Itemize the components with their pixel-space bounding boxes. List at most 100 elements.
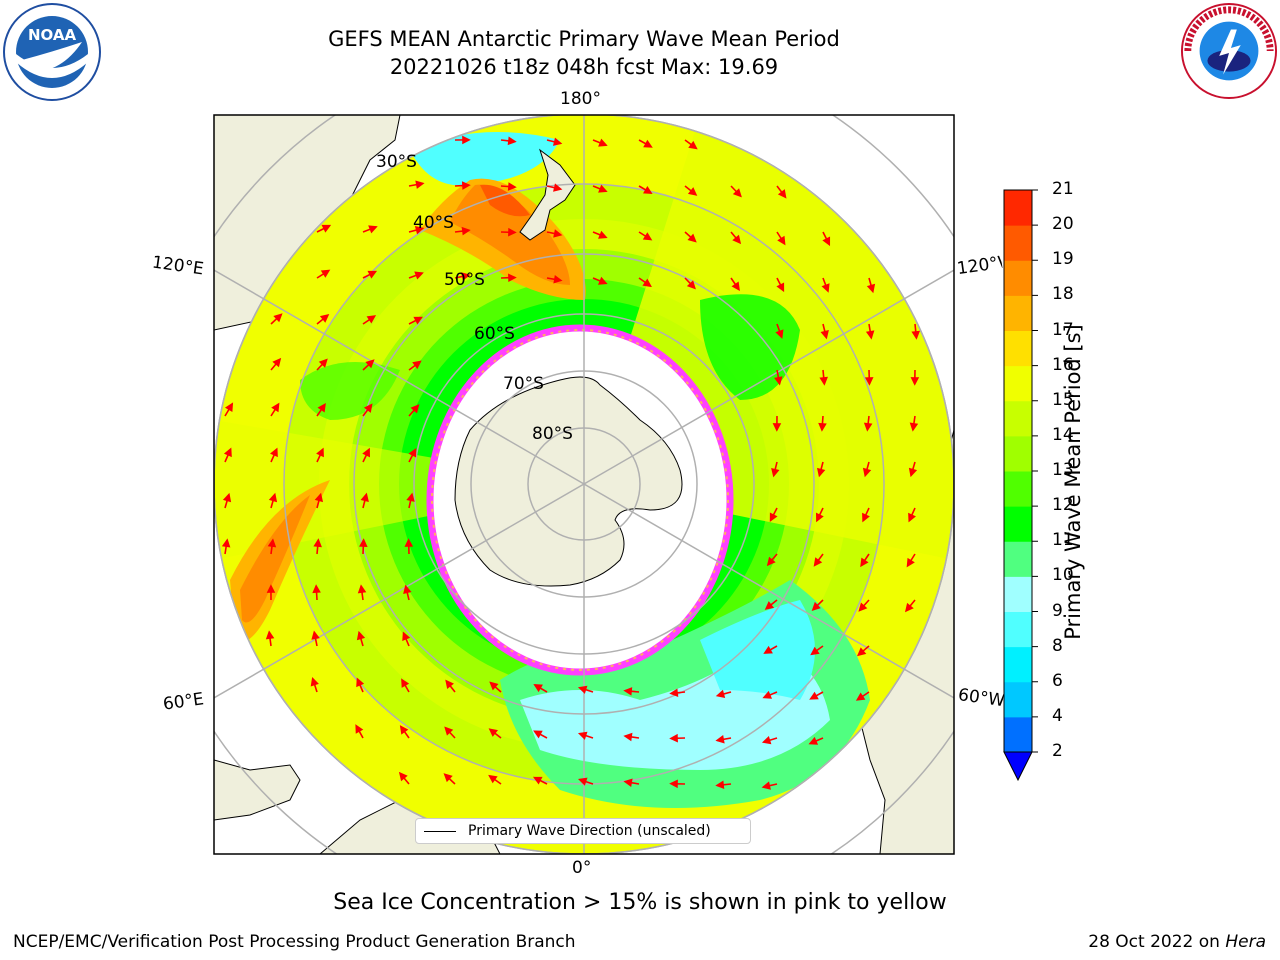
wave-direction-arrowhead	[404, 538, 414, 547]
wave-direction-arrowhead	[855, 692, 866, 701]
wave-direction-arrowhead	[598, 230, 608, 239]
wave-direction-arrowhead	[578, 777, 588, 786]
wave-direction-arrowhead	[904, 602, 914, 613]
wave-direction-arrowhead	[368, 225, 378, 234]
wave-direction-arrowhead	[410, 404, 420, 414]
wave-direction-arrowhead	[774, 376, 783, 386]
wave-direction-arrowhead	[715, 689, 726, 699]
colorbar-tick-label: 9	[1052, 600, 1063, 621]
date-host: Hera	[1225, 932, 1266, 952]
wave-direction-arrowhead	[553, 275, 563, 284]
wave-direction-arrowhead	[732, 188, 742, 198]
wave-direction-arrowhead	[533, 730, 543, 739]
wave-direction-arrowhead	[272, 357, 282, 368]
wave-direction-arrowhead	[406, 492, 415, 502]
wave-direction-arrowhead	[642, 278, 652, 288]
wave-direction-arrowhead	[860, 557, 869, 568]
wave-direction-arrowhead	[488, 774, 498, 784]
wave-direction-arrowhead	[365, 359, 375, 369]
latitude-label-80s: 80°S	[532, 424, 573, 444]
wave-direction-arrowhead	[314, 492, 324, 503]
wave-direction-arrowhead	[223, 447, 232, 458]
latitude-label-60s: 60°S	[474, 324, 515, 344]
wave-direction-arrowhead	[356, 677, 365, 688]
wave-direction-arrowhead	[266, 584, 276, 593]
colorbar-tick-label: 21	[1052, 179, 1074, 199]
wave-direction-arrowhead	[267, 538, 277, 548]
wave-direction-arrowhead	[552, 137, 563, 146]
colorbar-tick-label: 4	[1052, 705, 1063, 726]
wave-direction-arrowhead	[669, 779, 678, 789]
wave-direction-arrowhead	[533, 684, 543, 693]
colorbar-tick-label: 12	[1052, 495, 1074, 516]
colorbar-tick-label: 15	[1052, 389, 1074, 410]
wave-direction-arrowhead	[488, 728, 498, 737]
wave-direction-arrowhead	[356, 630, 366, 641]
wave-direction-arrowhead	[643, 139, 653, 148]
colorbar-tick-label: 18	[1052, 284, 1074, 305]
wave-direction-arrowhead	[507, 136, 517, 146]
wave-direction-arrowhead	[715, 780, 725, 790]
wave-direction-arrowhead	[401, 678, 410, 688]
wave-direction-arrowhead	[762, 690, 773, 699]
colorbar-swatch	[1004, 506, 1032, 542]
wave-direction-arrowhead	[508, 273, 517, 283]
wave-direction-arrowhead	[865, 330, 875, 340]
wave-direction-arrowhead	[598, 138, 608, 147]
wave-direction-arrowhead	[270, 447, 278, 458]
wave-direction-arrowhead	[856, 647, 867, 657]
wave-direction-arrowhead	[366, 315, 377, 324]
wave-direction-arrowhead	[775, 329, 784, 339]
wave-direction-arrowhead	[553, 183, 563, 192]
wave-direction-arrowhead	[399, 725, 409, 735]
legend-label: Primary Wave Direction (unscaled)	[468, 823, 711, 839]
wave-direction-arrowhead	[858, 602, 868, 612]
wave-direction-arrowhead	[813, 557, 823, 567]
wave-direction-arrowhead	[862, 512, 870, 523]
wave-direction-arrowhead	[669, 733, 678, 743]
colorbar-swatch	[1004, 471, 1032, 507]
wave-direction-arrowhead	[817, 467, 826, 478]
meridian-label-180: 180°	[560, 89, 601, 109]
wave-direction-arrowhead	[777, 235, 786, 246]
wave-direction-arrowhead	[822, 236, 831, 247]
wave-direction-arrowhead	[357, 584, 367, 594]
wave-direction-arrowhead	[866, 283, 876, 294]
svg-text:NOAA: NOAA	[28, 26, 77, 44]
wave-direction-arrowhead	[811, 601, 821, 611]
colorbar-swatch	[1004, 225, 1032, 261]
latitude-label-70s: 70°S	[503, 374, 544, 394]
wave-direction-arrowhead	[819, 376, 828, 386]
wave-direction-arrowhead	[224, 402, 234, 413]
wave-direction-arrowhead	[532, 776, 543, 785]
colorbar-swatch	[1004, 646, 1032, 683]
wave-direction-arrowhead	[310, 676, 319, 687]
wave-direction-arrowhead	[908, 512, 916, 523]
wave-direction-arrowhead	[688, 140, 698, 150]
colorbar	[1003, 189, 1038, 782]
wave-direction-arrowhead	[809, 691, 819, 700]
wave-direction-arrowhead	[398, 771, 408, 782]
wave-direction-arrowhead	[808, 736, 819, 745]
colorbar-tick-label: 19	[1052, 249, 1074, 270]
wave-direction-arrowhead	[761, 736, 772, 745]
wave-direction-arrowhead	[910, 377, 920, 386]
wave-direction-arrowhead	[413, 316, 424, 325]
colorbar-tick-label: 10	[1052, 565, 1074, 586]
wave-direction-arrowhead	[623, 778, 633, 788]
wave-direction-arrowhead	[273, 313, 283, 323]
noaa-logo-icon: NOAA	[3, 3, 101, 101]
wave-direction-arrowhead	[313, 538, 322, 548]
colorbar-tick-label: 6	[1052, 670, 1063, 691]
wave-direction-arrowhead	[623, 732, 633, 742]
wave-direction-arrowhead	[669, 688, 679, 698]
wave-direction-arrowhead	[265, 630, 275, 640]
wave-direction-arrowhead	[415, 180, 425, 189]
wave-direction-arrowhead	[312, 584, 321, 594]
chart-subtitle: 20221026 t18z 048h fcst Max: 19.69	[389, 55, 779, 79]
wave-direction-arrowhead	[363, 403, 373, 413]
wave-direction-arrowhead	[598, 276, 608, 285]
meridian-label-0: 0°	[572, 858, 592, 878]
wave-direction-arrowhead	[818, 422, 827, 432]
